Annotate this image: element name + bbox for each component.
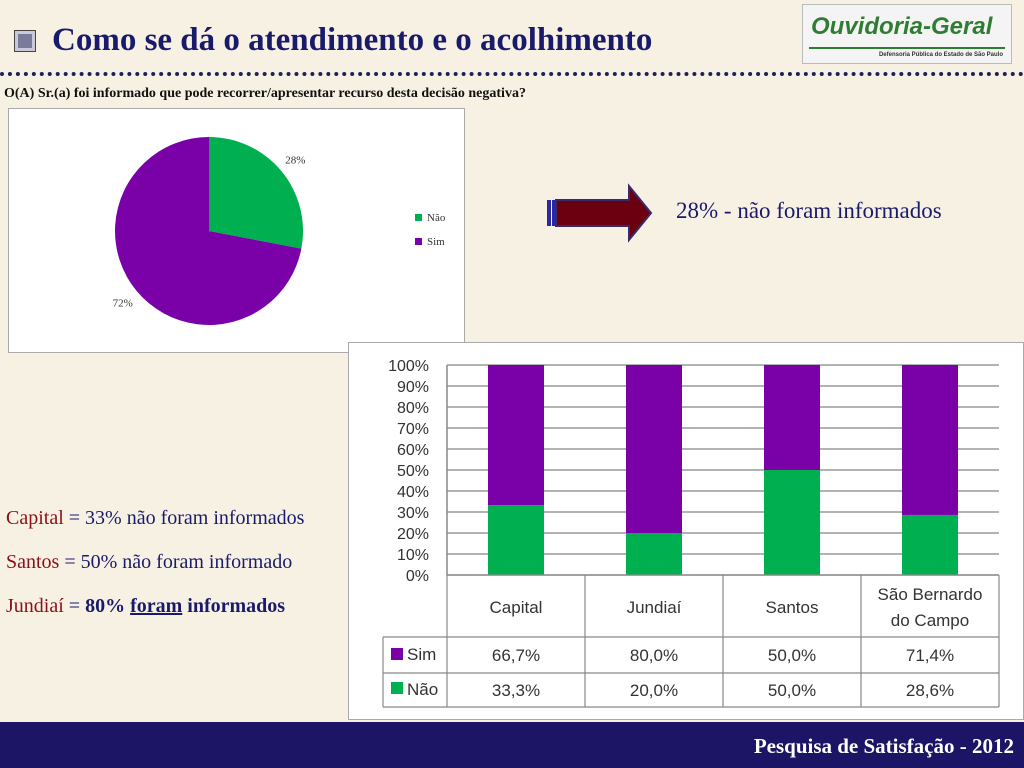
stat-santos-text: = 50% não foram informado [59,551,293,573]
table-value-sim: 71,4% [906,646,954,665]
table-value-sim: 50,0% [768,646,816,665]
stat-santos: Santos = 50% não foram informado [6,548,346,576]
table-value-sim: 80,0% [630,646,678,665]
stat-jundiai: Jundiaí = 80% foram informados [6,592,346,620]
bar-sim [626,365,682,533]
category-label: São Bernardo [878,585,983,604]
pie-chart: 28% 72% Não Sim [113,137,446,325]
stat-capital-city: Capital [6,507,64,529]
table-legend-swatch-nao [391,682,403,694]
stat-jundiai-underline: foram [130,595,183,617]
stat-capital-text: = 33% não foram informados [63,507,305,529]
legend-label: Não [427,212,446,224]
city-stats: Capital = 33% não foram informados Santo… [6,504,346,636]
y-tick-label: 60% [397,442,429,459]
bar-nao [626,533,682,575]
y-tick-label: 40% [397,484,429,501]
category-label: Jundiaí [627,598,682,617]
page-title: Como se dá o atendimento e o acolhimento [52,22,653,58]
legend-label: Sim [427,236,445,248]
header-dotted-divider [0,72,1024,76]
category-label: do Campo [891,611,969,630]
y-tick-label: 80% [397,400,429,417]
stat-jundiai-city: Jundiaí [6,595,64,617]
bar-nao [902,514,958,575]
table-value-nao: 50,0% [768,681,816,700]
table-value-nao: 28,6% [906,681,954,700]
stat-jundiai-tail: informados [182,595,286,617]
logo-divider [809,47,1005,49]
y-tick-label: 100% [388,358,429,375]
category-label: Capital [490,598,543,617]
highlight-text: 28% - não foram informados [676,198,942,223]
category-label: Santos [766,598,819,617]
y-tick-label: 20% [397,526,429,543]
y-tick-label: 30% [397,505,429,522]
bar-chart-frame: 0% 10% 20% 30% 40% 50% 60% 70% 80% 90% 100% Capital… [348,342,1024,720]
y-tick-label: 50% [397,463,429,480]
bar-sim [488,365,544,506]
right-arrow-icon [547,183,653,243]
bar-sim [764,365,820,470]
table-legend-sim: Sim [407,645,436,664]
pie-slice-no [209,137,303,249]
survey-question: O(A) Sr.(a) foi informado que pode recor… [4,86,526,101]
legend-swatch [415,214,422,221]
stat-santos-city: Santos [6,551,60,573]
pie-data-label: 72% [113,297,133,309]
pie-slice-sim [114,137,302,325]
y-tick-label: 70% [397,421,429,438]
ouvidoria-logo: Ouvidoria-Geral Defensoria Pública do Es… [802,4,1012,64]
footer-text: Pesquisa de Satisfação - 2012 [753,734,1014,758]
bar-nao [764,470,820,575]
pie-data-label: 28% [285,155,305,167]
logo-sub-text: Defensoria Pública do Estado de São Paul… [878,52,1003,58]
bar-chart: 0% 10% 20% 30% 40% 50% 60% 70% 80% 90% 100% Capital… [382,358,1000,708]
table-value-nao: 33,3% [492,681,540,700]
pie-chart-frame: 28% 72% Não Sim [8,108,465,353]
table-legend-swatch-sim [391,648,403,660]
stat-jundiai-percent: 80% [85,595,131,617]
stat-jundiai-eq: = [63,595,86,617]
table-legend-nao: Não [407,680,438,699]
legend-swatch [415,238,422,245]
bar-sim [902,365,958,515]
square-bullet-icon [14,30,36,52]
footer-bar: Pesquisa de Satisfação - 2012 [0,722,1024,768]
stat-capital: Capital = 33% não foram informados [6,504,346,532]
bar-nao [488,505,544,575]
y-tick-label: 10% [397,547,429,564]
logo-main-text: Ouvidoria-Geral [811,13,993,40]
y-tick-label: 90% [397,379,429,396]
table-value-sim: 66,7% [492,646,540,665]
table-value-nao: 20,0% [630,681,678,700]
y-tick-label: 0% [406,568,429,585]
